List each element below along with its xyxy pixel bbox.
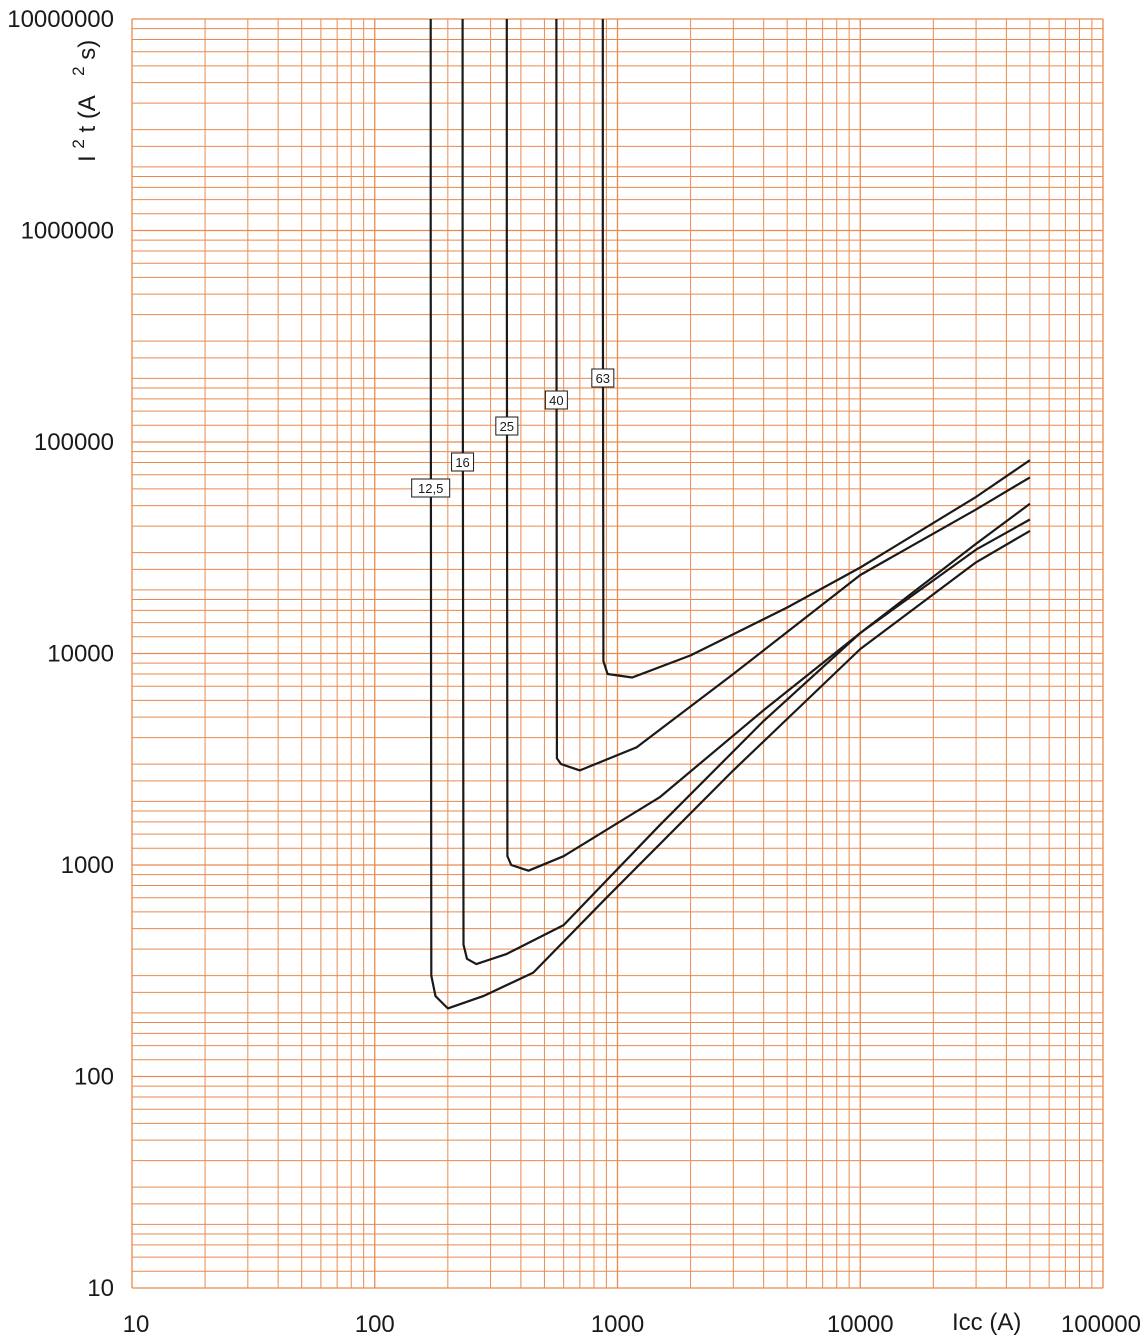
curve-16 [461, 19, 1031, 966]
curves [429, 19, 1031, 1010]
x-tick-label: 10 [123, 1311, 150, 1337]
curve-12-5 [429, 19, 1031, 1010]
x-axis-label: Icc (A) [952, 1309, 1021, 1336]
x-tick-label: 1000 [591, 1311, 644, 1337]
curve-label: 12,5 [418, 481, 443, 496]
curve-label-box [411, 478, 451, 498]
tick-labels: 10 100 1000 10000 100000 1000000 10000000 10 100… [7, 6, 1141, 1337]
curve-label-box [495, 416, 519, 436]
curve-25 [505, 19, 1031, 872]
curve-label: 40 [549, 393, 563, 408]
y-axis-label: I 2 t (A 2 s) [63, 40, 101, 162]
x-tick-label: 10000 [827, 1311, 894, 1337]
y-tick-label: 1000 [61, 852, 114, 879]
y-tick-label: 10 [87, 1275, 114, 1302]
curve-label: 16 [455, 455, 469, 470]
grid [131, 18, 1104, 1289]
y-tick-label: 100 [74, 1064, 114, 1091]
curve-label: 25 [500, 419, 514, 434]
y-tick-label: 1000000 [21, 218, 114, 245]
y-tick-label: 10000000 [7, 6, 114, 33]
x-tick-label: 100 [355, 1311, 395, 1337]
curve-40 [555, 19, 1031, 772]
curve-label-box [591, 368, 615, 388]
curve-63 [601, 19, 1031, 679]
curve-label-box [451, 452, 475, 472]
y-tick-label: 100000 [34, 429, 114, 456]
x-tick-label: 100000 [1061, 1311, 1141, 1337]
curve-label-box [544, 390, 568, 410]
curve-labels: 12,5 16 25 40 63 [411, 368, 615, 498]
curve-label: 63 [596, 371, 610, 386]
y-tick-label: 10000 [47, 641, 114, 668]
